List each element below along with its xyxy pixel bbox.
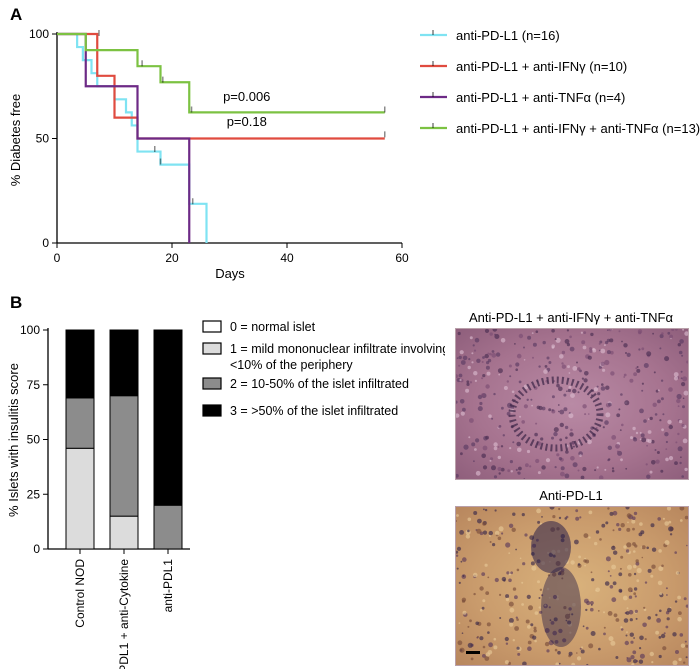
survival-curve-1 [57,32,208,243]
legend-swatch [202,320,222,333]
x-tick-label: 20 [165,251,179,265]
histology-image [455,504,689,667]
y-tick-label: 100 [20,323,40,337]
y-tick-label: 25 [27,487,41,501]
legend-swatch [202,342,222,355]
survival-curve-3 [57,32,191,243]
panel-b-label: B [10,293,22,312]
legend-label: <10% of the periphery [230,358,353,372]
micrograph-title-control: Anti-PD-L1 [539,488,603,503]
micrograph-title-combo: Anti-PD-L1 + anti-IFNγ + anti-TNFα [468,310,673,325]
axes: 0 50 100 0 20 40 60 [29,27,409,265]
survival-curves [57,30,386,243]
bar-segment-score-3 [153,329,183,506]
category-label: anti-PDL1 [161,559,175,613]
bar-segment-score-2 [65,397,95,449]
p-value-label: p=0.18 [227,114,267,129]
category-label: Control NOD [73,559,87,628]
x-axis-label: Days [215,266,245,281]
x-tick-label: 40 [280,251,294,265]
y-tick-label: 100 [29,27,49,41]
legend-swatch [202,404,222,417]
legend: anti-PD-L1 (n=16) anti-PD-L1 + anti-IFNγ … [420,28,700,136]
bar-segment-score-3 [65,329,95,399]
y-axis-label: % Diabetes free [8,94,23,187]
legend: 0 = normal islet 1 = mild mononuclear inf… [202,320,445,418]
category-label: anti-PDL1 + anti-Cytokine [117,559,131,669]
bar-segment-score-3 [109,329,139,397]
bar-segment-score-2 [153,504,183,550]
legend-label: 1 = mild mononuclear infiltrate involvin… [230,342,445,356]
stacked-bars [65,329,183,550]
panel-a-label: A [10,5,22,24]
y-tick-label: 0 [33,542,40,556]
micrograph-combo-image [454,327,690,480]
y-axis-label: % Islets with insulitis score [6,363,21,517]
bar-segment-score-1 [65,447,95,550]
bar-segment-score-2 [109,395,139,517]
legend-label: 3 = >50% of the islet infiltrated [230,404,398,418]
legend-label: 0 = normal islet [230,320,316,334]
y-tick-label: 50 [27,433,41,447]
panel-b-stacked-bar-chart: B % Islets with insulitis score 0 25 50 75 1… [6,293,445,669]
legend-swatch [202,377,222,390]
p-value-label: p=0.006 [223,89,270,104]
legend-label: anti-PD-L1 + anti-IFNγ (n=10) [456,59,627,74]
x-tick-label: 60 [395,251,409,265]
legend-label: 2 = 10-50% of the islet infiltrated [230,377,409,391]
y-tick-label: 50 [36,132,50,146]
histology-image [454,327,690,480]
panel-a-survival-chart: A % Diabetes free Days 0 50 100 0 20 40 60 p=0… [8,5,700,281]
legend-label: anti-PD-L1 + anti-IFNγ + anti-TNFα (n=13… [456,121,700,136]
p-value-annotations: p=0.006 p=0.18 [223,89,270,129]
legend-label: anti-PD-L1 (n=16) [456,28,560,43]
legend-label: anti-PD-L1 + anti-TNFα (n=4) [456,90,625,105]
y-tick-label: 0 [42,236,49,250]
bar-segment-score-1 [109,515,139,550]
y-tick-label: 75 [27,378,41,392]
survival-curve-4 [57,32,385,114]
micrograph-control-image [455,504,689,667]
scale-bar [466,651,480,654]
x-tick-label: 0 [54,251,61,265]
